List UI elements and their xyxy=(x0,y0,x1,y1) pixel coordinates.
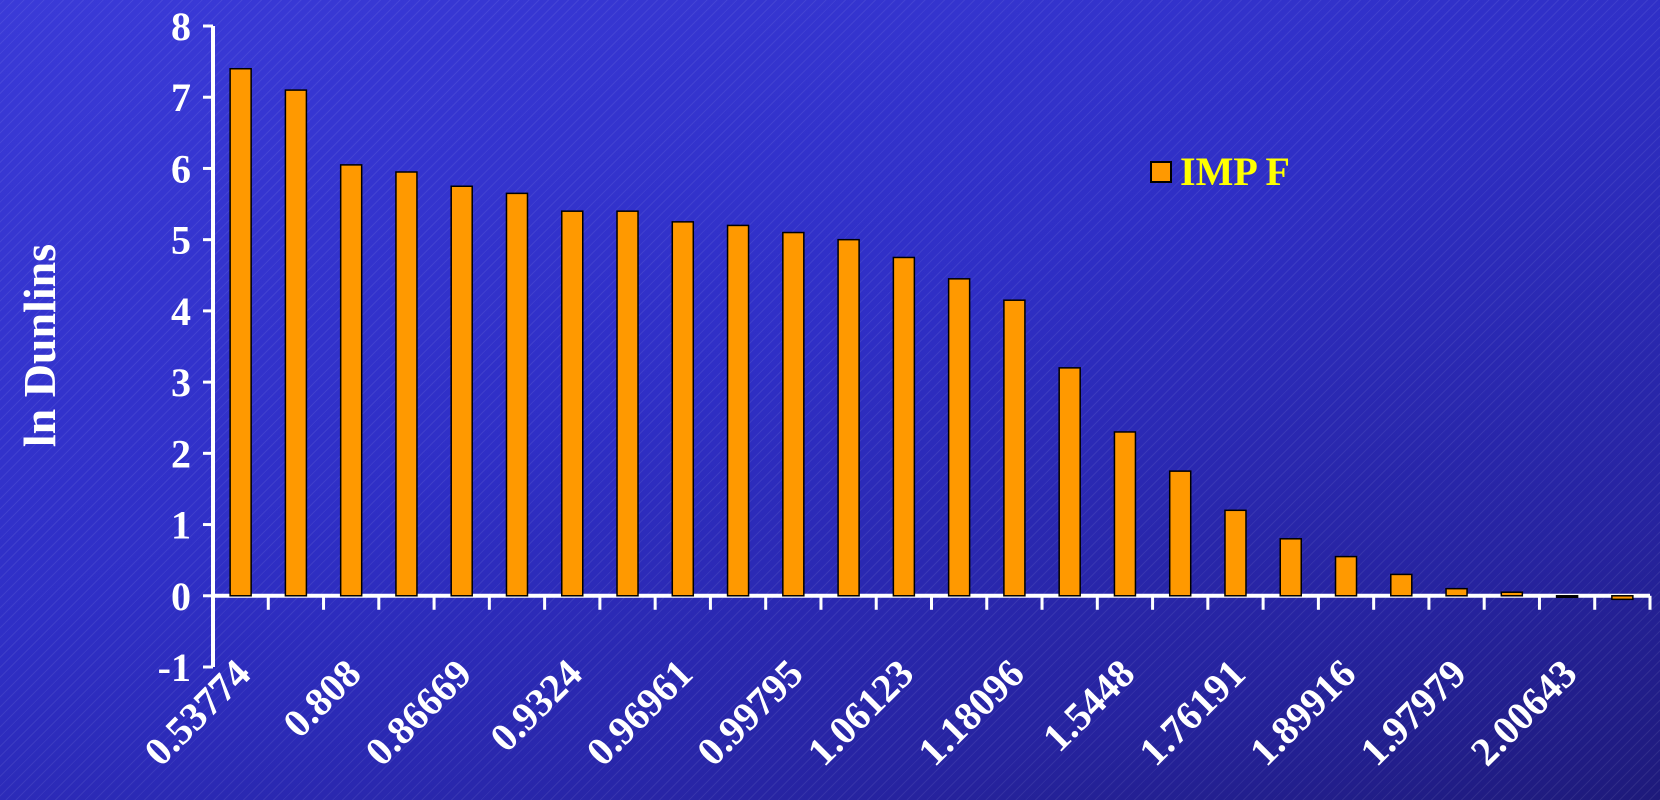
bar xyxy=(284,89,308,597)
x-tick-label: 0.86669 xyxy=(356,651,480,775)
bar xyxy=(560,210,584,597)
bar xyxy=(229,67,252,597)
x-tick-label: 1.89916 xyxy=(1241,651,1365,775)
x-tick-label: 1.76191 xyxy=(1130,651,1254,775)
x-tick-label: 1.97979 xyxy=(1351,651,1475,775)
x-tick-label: 0.53774 xyxy=(135,651,259,775)
bar xyxy=(616,210,639,597)
bar xyxy=(395,171,418,597)
bar xyxy=(1279,538,1303,597)
legend: IMP F xyxy=(1150,152,1290,192)
y-tick-label: 0 xyxy=(171,574,191,619)
legend-label: IMP F xyxy=(1180,149,1290,194)
y-tick-label: 4 xyxy=(171,289,191,334)
bar xyxy=(1058,367,1081,597)
y-tick-label: 5 xyxy=(171,218,191,263)
x-tick-label: 1.06123 xyxy=(798,651,922,775)
y-tick-label: 1 xyxy=(171,503,191,548)
x-tick-label: 1.5448 xyxy=(1034,651,1144,761)
bar xyxy=(1445,587,1468,597)
y-tick-label: 7 xyxy=(171,75,191,120)
x-tick-label: 0.96961 xyxy=(577,651,701,775)
bar xyxy=(1224,509,1247,597)
bar xyxy=(1611,595,1634,601)
bar xyxy=(1555,595,1579,599)
legend-swatch xyxy=(1150,161,1172,183)
bar xyxy=(837,238,860,597)
y-axis-title: ln Dunlins xyxy=(14,243,66,447)
bar xyxy=(726,224,750,597)
x-tick-label: 2.00643 xyxy=(1462,651,1586,775)
bar xyxy=(1113,431,1137,597)
x-tick-label: 0.9324 xyxy=(481,651,591,761)
bar xyxy=(782,231,805,597)
y-tick-label: -1 xyxy=(158,645,191,690)
y-tick-label: 8 xyxy=(171,4,191,49)
bar xyxy=(1003,299,1026,597)
bar xyxy=(1168,470,1192,597)
y-tick-label: 3 xyxy=(171,360,191,405)
x-tick-label: 0.99795 xyxy=(688,651,812,775)
bar xyxy=(505,192,529,597)
y-tick-label: 6 xyxy=(171,146,191,191)
y-axis-title-wrap: ln Dunlins xyxy=(10,0,70,690)
bar xyxy=(1334,555,1358,597)
y-tick-label: 2 xyxy=(171,431,191,476)
bar xyxy=(671,221,695,597)
bar xyxy=(450,185,473,597)
x-tick-label: 1.18096 xyxy=(909,651,1033,775)
bar xyxy=(892,256,916,597)
bar xyxy=(1390,573,1413,597)
bar xyxy=(1500,591,1524,597)
x-tick-label: 0.808 xyxy=(274,651,369,746)
bar xyxy=(947,278,971,597)
bar xyxy=(339,164,363,597)
